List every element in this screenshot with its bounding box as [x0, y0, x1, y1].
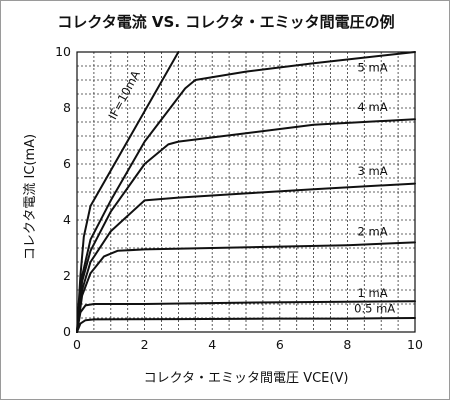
- series-line: [76, 241, 416, 333]
- y-tick-label: 8: [63, 100, 71, 115]
- plot-border: [76, 51, 416, 333]
- series-label: 5 mA: [358, 61, 388, 75]
- series-label: 2 mA: [358, 224, 388, 238]
- x-axis-label: コレクタ・エミッタ間電圧 VCE(V): [144, 371, 349, 386]
- y-tick-label: 0: [63, 324, 71, 339]
- y-tick-label: 2: [63, 268, 71, 283]
- series-label: 3 mA: [358, 164, 388, 178]
- x-tick-label: 6: [276, 337, 284, 352]
- series-line: [76, 182, 416, 333]
- y-tick-label: 4: [63, 212, 71, 227]
- y-tick-label: 6: [63, 156, 71, 171]
- y-tick-label: 10: [55, 44, 71, 59]
- tick-labels: 0 2 4 6 8 10 0 2 4 6 8 10: [55, 44, 423, 352]
- series-line: [76, 118, 416, 333]
- series-line: [76, 51, 416, 333]
- chart-title: コレクタ電流 VS. コレクタ・エミッタ間電圧の例: [57, 13, 394, 31]
- y-axis-label: コレクタ電流 IC(mA): [23, 134, 38, 260]
- x-tick-label: 10: [407, 337, 423, 352]
- series-line: [76, 317, 416, 333]
- x-tick-label: 4: [208, 337, 216, 352]
- x-tick-label: 2: [141, 337, 149, 352]
- series-label: 0.5 mA: [354, 301, 395, 315]
- x-tick-label: 8: [343, 337, 351, 352]
- series-line: [76, 300, 416, 333]
- series-label: 4 mA: [358, 100, 388, 114]
- x-tick-label: 0: [73, 337, 81, 352]
- series-label: 1 mA: [358, 286, 388, 300]
- series-line: [76, 51, 180, 333]
- series-lines: [76, 51, 416, 333]
